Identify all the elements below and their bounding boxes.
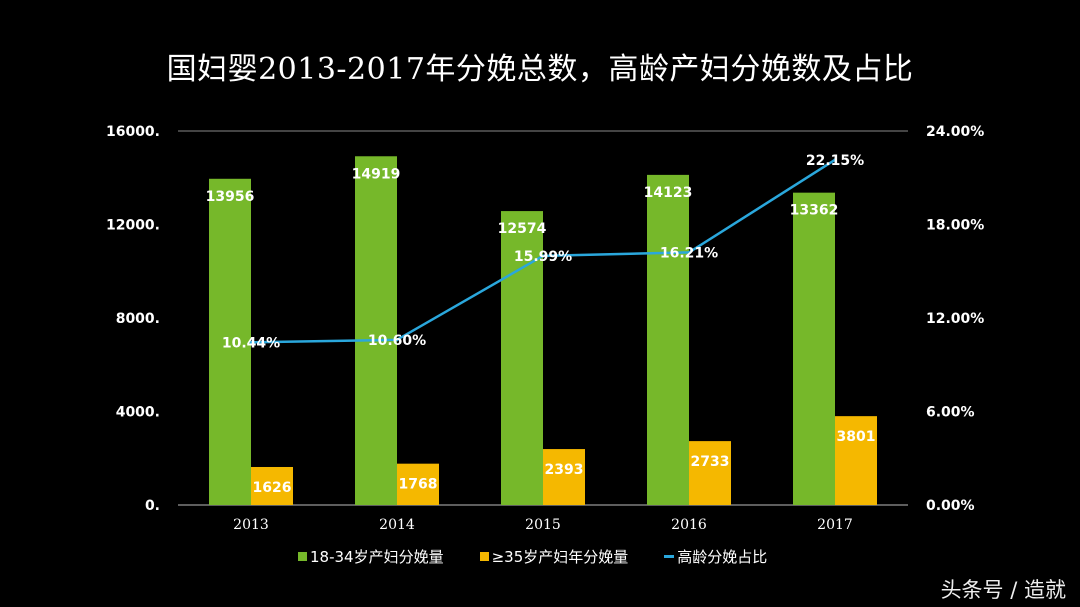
legend-swatch <box>298 552 307 561</box>
legend-label: 高龄分娩占比 <box>677 548 768 566</box>
y-tick-label: 12000. <box>106 218 160 234</box>
y-tick-label: 16000. <box>106 124 160 140</box>
y-tick-label: 0. <box>145 498 160 514</box>
legend-swatch <box>664 555 675 558</box>
chart-title: 国妇婴2013-2017年分娩总数，高龄产妇分娩数及占比 <box>166 52 914 87</box>
data-label-orange: 1768 <box>399 477 438 493</box>
y-tick-label: 4000. <box>116 405 160 421</box>
line-point <box>249 340 253 344</box>
bar-green <box>209 178 251 505</box>
bar-orange <box>835 416 877 505</box>
y2-tick-label: 12.00% <box>926 311 984 327</box>
data-label-line: 22.15% <box>806 153 864 169</box>
x-tick-label: 2016 <box>671 517 707 533</box>
data-label-green: 14919 <box>352 166 401 182</box>
x-tick-label: 2015 <box>525 517 561 533</box>
data-label-green: 14123 <box>644 185 693 201</box>
data-label-green: 13956 <box>206 189 255 205</box>
bar-orange <box>397 463 439 505</box>
legend: 18-34岁产妇分娩量 ≥35岁产妇年分娩量 高龄分娩占比 <box>298 546 767 567</box>
x-tick-label: 2014 <box>379 517 415 533</box>
legend-label: ≥35岁产妇年分娩量 <box>491 548 629 566</box>
legend-label: 18-34岁产妇分娩量 <box>310 548 444 566</box>
line-point <box>541 254 545 258</box>
y2-tick-label: 24.00% <box>926 124 984 140</box>
data-label-line: 10.44% <box>222 335 280 351</box>
line-point <box>833 158 837 162</box>
bar-orange <box>543 449 585 505</box>
bar-green <box>647 174 689 505</box>
data-label-orange: 1626 <box>253 480 292 496</box>
data-label-line: 16.21% <box>660 245 718 261</box>
line-point <box>687 250 691 254</box>
y2-tick-label: 18.00% <box>926 218 984 234</box>
bar-orange <box>689 441 731 505</box>
legend-item-orange: ≥35岁产妇年分娩量 <box>479 546 629 567</box>
data-label-orange: 2393 <box>545 462 584 478</box>
line-point <box>395 338 399 342</box>
data-label-green: 13362 <box>790 203 839 219</box>
y-tick-label: 8000. <box>116 311 160 327</box>
x-tick-label: 2013 <box>233 517 269 533</box>
y2-tick-label: 0.00% <box>926 498 975 514</box>
bar-green <box>793 192 835 505</box>
x-tick-label: 2017 <box>817 517 853 533</box>
data-label-orange: 2733 <box>691 454 730 470</box>
data-label-orange: 3801 <box>837 429 876 445</box>
bar-orange <box>251 466 293 505</box>
watermark: 头条号 / 造就 <box>940 578 1066 602</box>
legend-item-line: 高龄分娩占比 <box>664 546 767 567</box>
bar-green <box>355 156 397 505</box>
data-label-line: 10.60% <box>368 333 426 349</box>
legend-swatch <box>479 552 489 561</box>
y2-tick-label: 6.00% <box>926 405 975 421</box>
data-label-line: 15.99% <box>514 249 572 265</box>
legend-item-green: 18-34岁产妇分娩量 <box>298 546 444 567</box>
data-label-green: 12574 <box>498 221 547 237</box>
